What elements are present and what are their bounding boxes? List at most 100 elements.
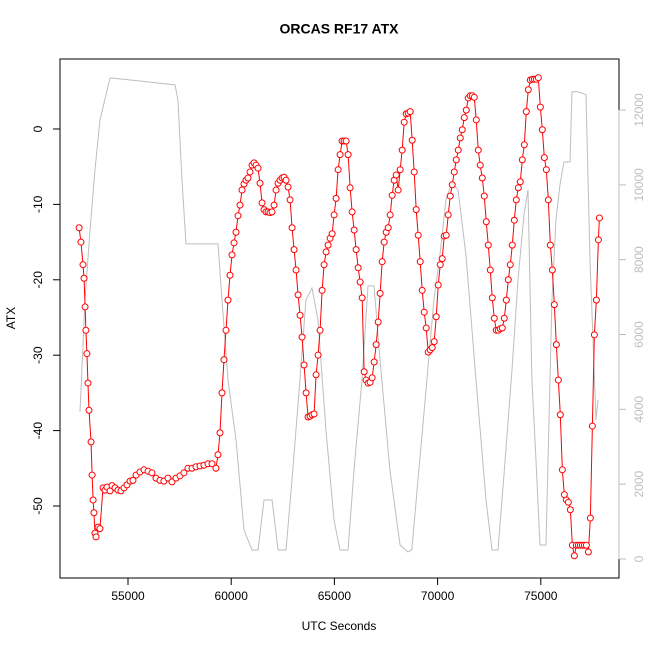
series-line <box>79 77 599 553</box>
data-point <box>446 192 454 200</box>
data-point <box>392 171 400 179</box>
data-point <box>324 241 332 249</box>
data-point <box>84 379 92 387</box>
data-point <box>256 179 264 187</box>
x-tick-label: 70000 <box>421 589 455 603</box>
y-tick-label: -10 <box>31 195 45 213</box>
data-point <box>416 258 424 266</box>
data-point <box>330 211 338 219</box>
data-point <box>566 506 574 514</box>
y-tick-label: 0 <box>31 125 45 132</box>
data-point <box>542 166 550 174</box>
data-point <box>488 294 496 302</box>
data-point <box>246 168 254 176</box>
data-point <box>360 368 368 376</box>
data-point <box>510 216 518 224</box>
data-point <box>290 246 298 254</box>
data-point <box>88 471 96 479</box>
data-point <box>82 326 90 334</box>
data-point <box>396 166 404 174</box>
data-point <box>500 314 508 322</box>
data-point <box>216 429 224 437</box>
data-point <box>550 301 558 309</box>
data-point <box>458 126 466 134</box>
data-point <box>482 218 490 226</box>
data-point <box>372 341 380 349</box>
data-point <box>374 318 382 326</box>
data-point <box>292 266 300 274</box>
y2-tick-label: 4000 <box>632 396 646 423</box>
data-point <box>546 241 554 249</box>
data-point <box>544 196 552 204</box>
x-axis-label: UTC Seconds <box>302 619 377 633</box>
x-tick-label: 60000 <box>215 589 249 603</box>
y2-tick-label: 10000 <box>632 168 646 202</box>
y2-tick-label: 2000 <box>632 470 646 497</box>
data-point <box>358 294 366 302</box>
data-point <box>522 108 530 116</box>
data-point <box>312 371 320 379</box>
data-point <box>322 248 330 256</box>
data-point <box>540 154 548 162</box>
data-point <box>516 178 524 186</box>
y-tick-label: -20 <box>31 271 45 289</box>
data-point <box>536 103 544 111</box>
data-point <box>346 184 354 192</box>
data-point <box>452 156 460 164</box>
data-point <box>430 338 438 346</box>
data-point <box>244 174 252 182</box>
data-point <box>294 291 302 299</box>
data-point <box>398 146 406 154</box>
data-point <box>556 411 564 419</box>
data-point <box>454 146 462 154</box>
data-point <box>180 469 188 477</box>
data-point <box>410 168 418 176</box>
data-point <box>406 108 414 116</box>
data-point <box>218 389 226 397</box>
data-point <box>450 168 458 176</box>
data-point <box>590 331 598 339</box>
y2-tick-label: 8000 <box>632 246 646 273</box>
data-point <box>254 164 262 172</box>
data-point <box>284 183 292 191</box>
data-point <box>320 261 328 269</box>
data-point <box>442 231 450 239</box>
data-point <box>83 350 91 358</box>
data-point <box>438 255 446 263</box>
data-point <box>226 271 234 279</box>
data-point <box>342 137 350 145</box>
data-point <box>314 351 322 359</box>
data-point <box>344 151 352 159</box>
data-point <box>436 261 444 269</box>
data-point <box>570 552 578 560</box>
x-tick-label: 65000 <box>318 589 352 603</box>
data-point <box>514 184 522 192</box>
data-point <box>272 186 280 194</box>
data-point <box>370 358 378 366</box>
data-point <box>328 230 336 238</box>
data-point <box>520 141 528 149</box>
data-point <box>298 333 306 341</box>
data-point <box>534 74 542 82</box>
data-point <box>588 422 596 430</box>
data-point <box>79 261 87 269</box>
data-point <box>238 186 246 194</box>
data-point <box>472 116 480 124</box>
data-point <box>400 118 408 126</box>
data-point <box>384 224 392 232</box>
y2-tick-label: 12000 <box>632 93 646 127</box>
data-point <box>444 211 452 219</box>
data-point <box>348 208 356 216</box>
data-point <box>232 228 240 236</box>
data-point <box>258 199 266 207</box>
data-point <box>378 258 386 266</box>
data-point <box>85 406 93 414</box>
data-point <box>548 266 556 274</box>
data-point <box>586 514 594 522</box>
data-point <box>332 194 340 202</box>
data-point <box>90 509 98 517</box>
data-point <box>486 266 494 274</box>
y2-tick-label: 0 <box>632 555 646 562</box>
data-point <box>434 281 442 289</box>
data-point <box>230 239 238 247</box>
